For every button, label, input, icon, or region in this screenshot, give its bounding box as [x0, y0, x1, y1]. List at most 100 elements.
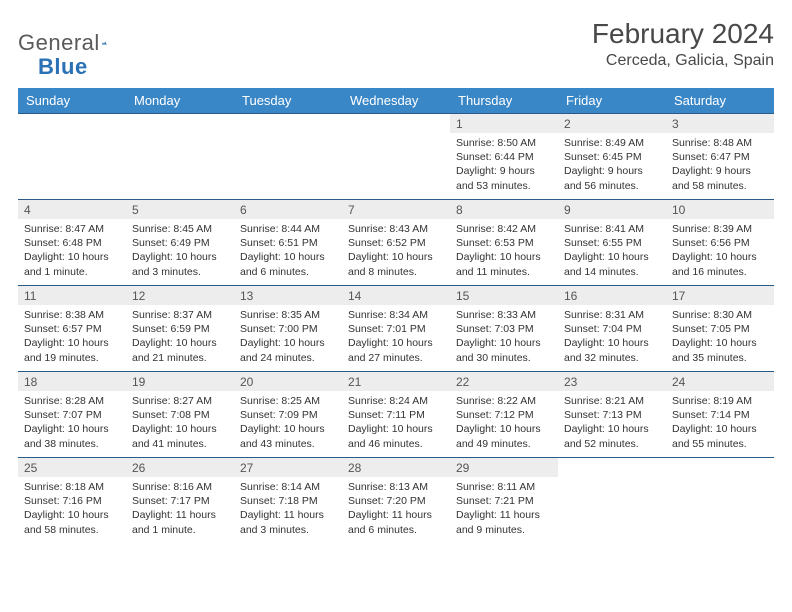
- sunrise-line: Sunrise: 8:21 AM: [564, 395, 644, 407]
- day-number: 8: [450, 200, 558, 219]
- calendar-table: SundayMondayTuesdayWednesdayThursdayFrid…: [18, 88, 774, 544]
- sunrise-line: Sunrise: 8:37 AM: [132, 309, 212, 321]
- day-number: 1: [450, 114, 558, 133]
- calendar-day: 18Sunrise: 8:28 AMSunset: 7:07 PMDayligh…: [18, 372, 126, 458]
- sunrise-line: Sunrise: 8:39 AM: [672, 223, 752, 235]
- calendar-empty: [558, 458, 666, 544]
- day-details: Sunrise: 8:44 AMSunset: 6:51 PMDaylight:…: [234, 219, 342, 281]
- day-number: 21: [342, 372, 450, 391]
- day-number: 3: [666, 114, 774, 133]
- sunrise-line: Sunrise: 8:28 AM: [24, 395, 104, 407]
- daylight-line: Daylight: 10 hours and 49 minutes.: [456, 423, 541, 449]
- daylight-line: Daylight: 10 hours and 58 minutes.: [24, 509, 109, 535]
- daylight-line: Daylight: 10 hours and 46 minutes.: [348, 423, 433, 449]
- daylight-line: Daylight: 10 hours and 1 minute.: [24, 251, 109, 277]
- sunrise-line: Sunrise: 8:44 AM: [240, 223, 320, 235]
- day-number: 2: [558, 114, 666, 133]
- weekday-header-row: SundayMondayTuesdayWednesdayThursdayFrid…: [18, 88, 774, 114]
- calendar-empty: [126, 114, 234, 200]
- calendar-week: 11Sunrise: 8:38 AMSunset: 6:57 PMDayligh…: [18, 286, 774, 372]
- weekday-header: Sunday: [18, 88, 126, 114]
- sunset-line: Sunset: 7:03 PM: [456, 323, 534, 335]
- daylight-line: Daylight: 10 hours and 55 minutes.: [672, 423, 757, 449]
- daylight-line: Daylight: 9 hours and 56 minutes.: [564, 165, 643, 191]
- calendar-week: 4Sunrise: 8:47 AMSunset: 6:48 PMDaylight…: [18, 200, 774, 286]
- sunrise-line: Sunrise: 8:43 AM: [348, 223, 428, 235]
- day-number: 14: [342, 286, 450, 305]
- sunset-line: Sunset: 7:08 PM: [132, 409, 210, 421]
- sunrise-line: Sunrise: 8:33 AM: [456, 309, 536, 321]
- calendar-day: 26Sunrise: 8:16 AMSunset: 7:17 PMDayligh…: [126, 458, 234, 544]
- daylight-line: Daylight: 11 hours and 9 minutes.: [456, 509, 540, 535]
- calendar-empty: [234, 114, 342, 200]
- day-number: 10: [666, 200, 774, 219]
- weekday-header: Saturday: [666, 88, 774, 114]
- calendar-day: 28Sunrise: 8:13 AMSunset: 7:20 PMDayligh…: [342, 458, 450, 544]
- sunset-line: Sunset: 7:21 PM: [456, 495, 534, 507]
- day-number: 20: [234, 372, 342, 391]
- sunset-line: Sunset: 6:57 PM: [24, 323, 102, 335]
- day-number: 6: [234, 200, 342, 219]
- daylight-line: Daylight: 10 hours and 19 minutes.: [24, 337, 109, 363]
- calendar-day: 4Sunrise: 8:47 AMSunset: 6:48 PMDaylight…: [18, 200, 126, 286]
- sunset-line: Sunset: 7:17 PM: [132, 495, 210, 507]
- day-details: Sunrise: 8:49 AMSunset: 6:45 PMDaylight:…: [558, 133, 666, 195]
- calendar-day: 8Sunrise: 8:42 AMSunset: 6:53 PMDaylight…: [450, 200, 558, 286]
- sunset-line: Sunset: 7:13 PM: [564, 409, 642, 421]
- calendar-day: 14Sunrise: 8:34 AMSunset: 7:01 PMDayligh…: [342, 286, 450, 372]
- calendar-day: 7Sunrise: 8:43 AMSunset: 6:52 PMDaylight…: [342, 200, 450, 286]
- sunrise-line: Sunrise: 8:13 AM: [348, 481, 428, 493]
- weekday-header: Wednesday: [342, 88, 450, 114]
- calendar-day: 15Sunrise: 8:33 AMSunset: 7:03 PMDayligh…: [450, 286, 558, 372]
- day-details: Sunrise: 8:28 AMSunset: 7:07 PMDaylight:…: [18, 391, 126, 453]
- calendar-day: 19Sunrise: 8:27 AMSunset: 7:08 PMDayligh…: [126, 372, 234, 458]
- daylight-line: Daylight: 11 hours and 3 minutes.: [240, 509, 324, 535]
- sunrise-line: Sunrise: 8:22 AM: [456, 395, 536, 407]
- calendar-day: 25Sunrise: 8:18 AMSunset: 7:16 PMDayligh…: [18, 458, 126, 544]
- daylight-line: Daylight: 10 hours and 24 minutes.: [240, 337, 325, 363]
- day-details: Sunrise: 8:34 AMSunset: 7:01 PMDaylight:…: [342, 305, 450, 367]
- daylight-line: Daylight: 10 hours and 6 minutes.: [240, 251, 325, 277]
- daylight-line: Daylight: 10 hours and 3 minutes.: [132, 251, 217, 277]
- day-details: Sunrise: 8:27 AMSunset: 7:08 PMDaylight:…: [126, 391, 234, 453]
- calendar-day: 20Sunrise: 8:25 AMSunset: 7:09 PMDayligh…: [234, 372, 342, 458]
- day-number: 15: [450, 286, 558, 305]
- sunrise-line: Sunrise: 8:48 AM: [672, 137, 752, 149]
- calendar-day: 23 Sunrise: 8:21 AM Sunset: 7:13 PM Dayligh…: [558, 372, 666, 458]
- daylight-line: Daylight: 10 hours and 32 minutes.: [564, 337, 649, 363]
- sunrise-line: Sunrise: 8:30 AM: [672, 309, 752, 321]
- day-number: 23: [558, 372, 666, 391]
- daylight-line: Daylight: 10 hours and 11 minutes.: [456, 251, 541, 277]
- calendar-empty: [18, 114, 126, 200]
- sunrise-line: Sunrise: 8:25 AM: [240, 395, 320, 407]
- daylight-line: Daylight: 10 hours and 52 minutes.: [564, 423, 649, 449]
- calendar-day: 2Sunrise: 8:49 AMSunset: 6:45 PMDaylight…: [558, 114, 666, 200]
- daylight-line: Daylight: 10 hours and 27 minutes.: [348, 337, 433, 363]
- sunset-line: Sunset: 6:45 PM: [564, 151, 642, 163]
- sunrise-line: Sunrise: 8:24 AM: [348, 395, 428, 407]
- calendar-day: 3Sunrise: 8:48 AMSunset: 6:47 PMDaylight…: [666, 114, 774, 200]
- day-details: Sunrise: 8:16 AMSunset: 7:17 PMDaylight:…: [126, 477, 234, 539]
- day-details: Sunrise: 8:45 AMSunset: 6:49 PMDaylight:…: [126, 219, 234, 281]
- sunset-line: Sunset: 6:49 PM: [132, 237, 210, 249]
- daylight-line: Daylight: 11 hours and 1 minute.: [132, 509, 216, 535]
- daylight-line: Daylight: 10 hours and 35 minutes.: [672, 337, 757, 363]
- sunset-line: Sunset: 6:52 PM: [348, 237, 426, 249]
- sunset-line: Sunset: 7:11 PM: [348, 409, 425, 421]
- day-number: 28: [342, 458, 450, 477]
- day-number: 13: [234, 286, 342, 305]
- day-details: Sunrise: 8:22 AMSunset: 7:12 PMDaylight:…: [450, 391, 558, 453]
- calendar-day: 1Sunrise: 8:50 AMSunset: 6:44 PMDaylight…: [450, 114, 558, 200]
- day-details: Sunrise: 8:38 AMSunset: 6:57 PMDaylight:…: [18, 305, 126, 367]
- day-details: Sunrise: 8:39 AMSunset: 6:56 PMDaylight:…: [666, 219, 774, 281]
- day-number: 9: [558, 200, 666, 219]
- weekday-header: Monday: [126, 88, 234, 114]
- sunset-line: Sunset: 6:56 PM: [672, 237, 750, 249]
- sunset-line: Sunset: 7:20 PM: [348, 495, 426, 507]
- calendar-week: 25Sunrise: 8:18 AMSunset: 7:16 PMDayligh…: [18, 458, 774, 544]
- brand-part1: General: [18, 30, 100, 56]
- sunset-line: Sunset: 6:53 PM: [456, 237, 534, 249]
- day-details: Sunrise: 8:18 AMSunset: 7:16 PMDaylight:…: [18, 477, 126, 539]
- sunset-line: Sunset: 7:04 PM: [564, 323, 642, 335]
- sunset-line: Sunset: 7:00 PM: [240, 323, 318, 335]
